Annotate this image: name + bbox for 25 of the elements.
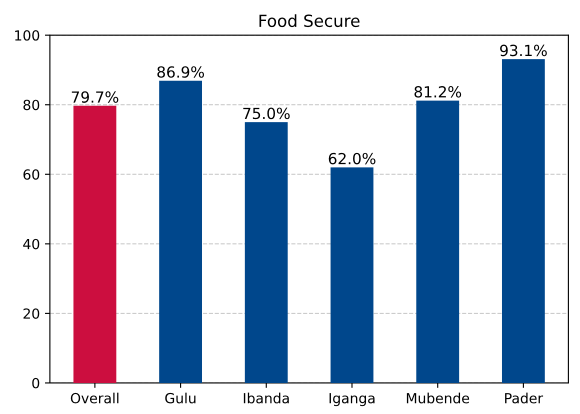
data-label: 86.9% (157, 66, 204, 78)
bar (330, 167, 374, 383)
x-tick-label: Iganga (330, 393, 375, 406)
bar (502, 59, 545, 383)
y-tick-label: 100 (15, 30, 40, 41)
y-tick-label: 80 (23, 100, 40, 110)
data-label: 79.7% (72, 91, 118, 103)
x-tick-label: Gulu (165, 392, 196, 404)
chart-title: Food Secure (260, 14, 360, 28)
data-label: 75.0% (243, 108, 290, 120)
x-tick-label: Mubende (406, 392, 470, 404)
bar (416, 100, 460, 383)
y-tick-label: 40 (23, 238, 40, 250)
y-tick-label: 0 (32, 378, 40, 388)
y-tick-label: 60 (23, 169, 40, 180)
data-label: 62.0% (328, 152, 376, 164)
bar (73, 106, 116, 383)
bar (159, 80, 202, 383)
x-tick-label: Pader (505, 392, 544, 404)
data-label: 81.2% (414, 86, 462, 98)
y-tick-label: 20 (24, 308, 40, 319)
bar (244, 122, 288, 383)
x-tick-label: Ibanda (244, 392, 289, 404)
data-label: 93.1% (500, 44, 547, 56)
x-tick-label: Overall (70, 392, 118, 404)
